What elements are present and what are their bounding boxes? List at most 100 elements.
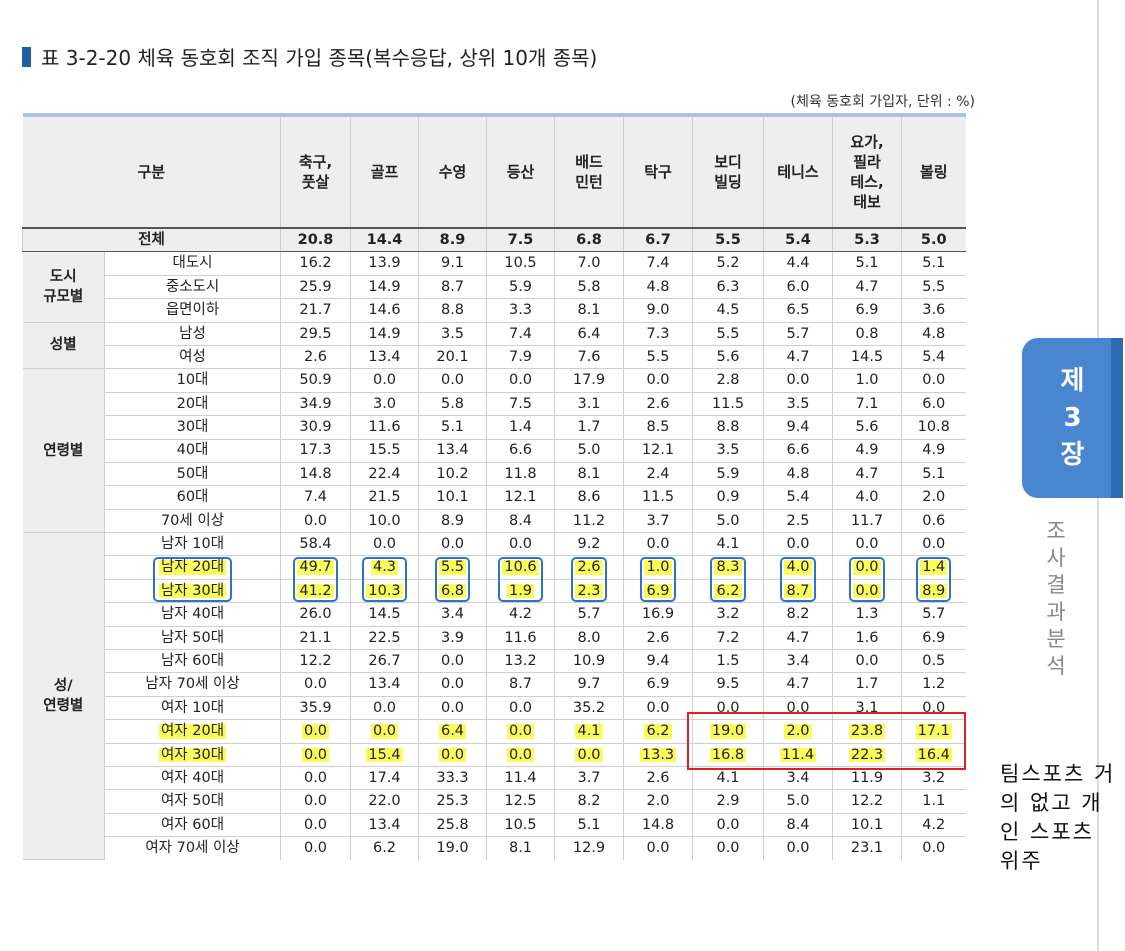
table-row: 여자 40대 0.0 17.4 33.3 11.4 3.7 2.6 4.1 3.4 11.9 3.2 [23,766,966,791]
chapter-tab[interactable]: 제 3 장 [1022,338,1123,498]
table-cell: 4.9 [901,439,966,463]
cell-value: 5.1 [577,816,601,833]
cell-value: 16.8 [709,746,747,763]
cell-value: 0.0 [646,536,670,553]
cell-value: 5.5 [716,325,740,342]
cell-value: 21.7 [299,302,332,319]
cell-value: 3.2 [922,769,946,786]
cell-value: 2.0 [922,489,946,506]
cell-value: 8.8 [716,419,740,436]
row-label-cell: 여성 [104,345,281,370]
table-cell: 0.0 [280,743,351,767]
row-label-cell: 여자 20대 [104,719,281,744]
cell-value: 23.1 [850,840,884,857]
cell-value: 8.7 [784,582,812,599]
table-cell: 0.0 [832,649,902,674]
table-cell: 0.0 [350,719,419,744]
row-label: 중소도시 [165,278,220,295]
table-cell: 1.5 [692,649,764,674]
header-col: 수영 [418,113,487,229]
table-cell: 25.8 [418,813,487,838]
table-cell: 8.6 [554,485,624,510]
table-cell: 13.4 [418,439,487,463]
table-row: 여자 20대 0.0 0.0 6.4 0.0 4.1 6.2 19.0 2.0 23.8 17.1 [23,719,966,744]
table-cell: 6.9 [623,579,693,604]
cell-value: 6.9 [855,302,879,319]
cell-value: 17.1 [915,723,952,740]
cell-value: 5.2 [716,255,740,272]
cell-value: 0.0 [646,372,670,389]
cell-value: 5.5 [922,278,946,295]
cell-value: 4.1 [716,769,740,786]
table-cell: 19.0 [692,719,764,744]
table-cell: 5.5 [418,555,487,580]
row-label-cell: 남자 70세 이상 [104,672,281,697]
cell-value: 14.5 [368,606,401,623]
table-cell: 4.2 [901,813,966,838]
cell-value: 5.5 [646,348,670,365]
table-cell: 5.9 [486,275,555,300]
cell-value: 1.7 [855,676,879,693]
cell-value: 4.5 [716,302,740,319]
table-cell: 11.2 [554,509,624,534]
table-cell: 0.0 [623,532,693,557]
table-cell: 0.0 [623,368,693,393]
table-cell: 3.7 [554,766,624,791]
table-cell: 0.0 [763,696,833,721]
table-cell: 11.4 [763,743,833,767]
cell-value: 4.7 [855,465,879,482]
table-cell: 0.0 [901,696,966,721]
header-col: 축구, 풋살 [280,113,351,229]
cell-value: 25.8 [436,816,469,833]
cell-value: 8.5 [646,419,670,436]
cell-value: 2.0 [646,793,670,810]
cell-value: 11.6 [368,419,401,436]
row-label: 여자 20대 [158,723,227,740]
cell-value: 7.6 [577,348,601,365]
cell-value: 13.4 [368,348,401,365]
row-label-cell: 남성 [104,322,281,346]
table-cell: 6.7 [623,228,693,253]
table-cell: 3.2 [901,766,966,791]
cell-value: 0.8 [855,325,879,342]
table-row: 40대 17.3 15.5 13.4 6.6 5.0 12.1 3.5 6.6 4.9 4.9 [23,439,966,463]
table-cell: 35.9 [280,696,351,721]
table-cell: 5.1 [901,462,966,487]
table-cell: 0.0 [692,696,764,721]
cell-value: 4.1 [716,536,740,553]
table-cell: 12.2 [280,649,351,674]
cell-value: 7.4 [508,325,533,342]
row-label-cell: 남자 50대 [104,626,281,651]
cell-value: 0.0 [440,652,465,669]
cell-value: 7.2 [716,629,740,646]
table-cell: 10.1 [418,485,487,510]
table-cell: 14.9 [350,275,419,300]
cell-value: 6.2 [372,840,397,857]
cell-value: 4.0 [784,559,812,576]
header-col: 탁구 [623,113,693,229]
table-cell: 10.3 [350,579,419,604]
cell-value: 3.4 [786,769,810,786]
row-label: 전체 [22,228,281,253]
cell-value: 6.8 [438,582,467,599]
cell-value: 14.9 [368,278,401,295]
table-cell: 10.9 [554,649,624,674]
cell-value: 5.7 [786,325,810,342]
cell-value: 10.1 [436,489,469,506]
table-cell: 2.6 [623,392,693,417]
cell-value: 7.5 [508,395,533,412]
table-cell: 13.4 [350,672,419,697]
table-cell: 2.0 [901,485,966,510]
row-label-cell: 40대 [104,439,281,463]
cell-value: 17.4 [368,769,401,786]
row-label-cell: 여자 40대 [104,766,281,791]
table-cell: 3.7 [623,509,693,534]
cell-value: 20.1 [436,348,469,365]
cell-value: 12.2 [850,793,884,810]
table-cell: 0.0 [418,649,487,674]
cell-value: 7.0 [577,255,601,272]
cell-value: 10.5 [504,816,537,833]
cell-value: 7.4 [646,255,670,272]
cell-value: 13.9 [368,255,401,272]
cell-value: 3.5 [440,325,465,342]
